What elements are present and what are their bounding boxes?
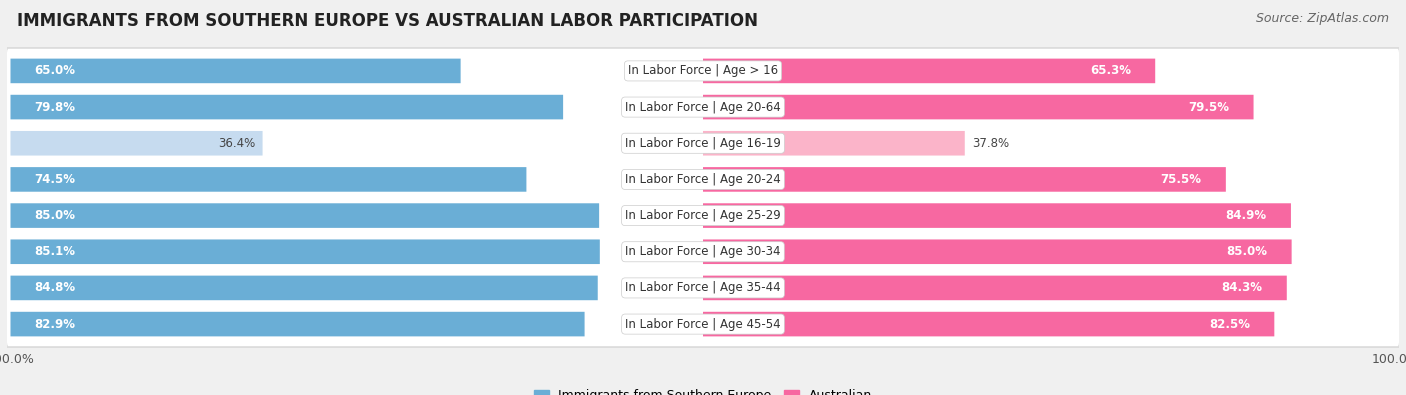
FancyBboxPatch shape: [6, 82, 1400, 132]
Text: In Labor Force | Age 45-54: In Labor Force | Age 45-54: [626, 318, 780, 331]
FancyBboxPatch shape: [703, 167, 1226, 192]
Text: 85.0%: 85.0%: [1226, 245, 1267, 258]
Text: 82.5%: 82.5%: [1209, 318, 1250, 331]
FancyBboxPatch shape: [703, 276, 1286, 300]
FancyBboxPatch shape: [10, 131, 263, 156]
FancyBboxPatch shape: [10, 203, 599, 228]
FancyBboxPatch shape: [703, 131, 965, 156]
FancyBboxPatch shape: [10, 276, 598, 300]
FancyBboxPatch shape: [7, 302, 1399, 346]
Text: In Labor Force | Age 25-29: In Labor Force | Age 25-29: [626, 209, 780, 222]
FancyBboxPatch shape: [6, 46, 1400, 96]
Legend: Immigrants from Southern Europe, Australian: Immigrants from Southern Europe, Austral…: [529, 384, 877, 395]
Text: In Labor Force | Age 35-44: In Labor Force | Age 35-44: [626, 281, 780, 294]
Text: 84.9%: 84.9%: [1226, 209, 1267, 222]
FancyBboxPatch shape: [7, 85, 1399, 129]
FancyBboxPatch shape: [703, 95, 1254, 119]
FancyBboxPatch shape: [7, 194, 1399, 238]
Text: 84.3%: 84.3%: [1222, 281, 1263, 294]
Text: In Labor Force | Age 16-19: In Labor Force | Age 16-19: [626, 137, 780, 150]
FancyBboxPatch shape: [6, 299, 1400, 349]
FancyBboxPatch shape: [7, 121, 1399, 166]
FancyBboxPatch shape: [10, 167, 526, 192]
Text: In Labor Force | Age 20-24: In Labor Force | Age 20-24: [626, 173, 780, 186]
FancyBboxPatch shape: [10, 95, 564, 119]
FancyBboxPatch shape: [7, 229, 1399, 274]
FancyBboxPatch shape: [703, 58, 1156, 83]
Text: 37.8%: 37.8%: [972, 137, 1010, 150]
FancyBboxPatch shape: [7, 157, 1399, 201]
FancyBboxPatch shape: [6, 154, 1400, 204]
FancyBboxPatch shape: [6, 191, 1400, 241]
FancyBboxPatch shape: [703, 203, 1291, 228]
Text: In Labor Force | Age 30-34: In Labor Force | Age 30-34: [626, 245, 780, 258]
Text: 79.8%: 79.8%: [35, 101, 76, 114]
FancyBboxPatch shape: [10, 58, 461, 83]
FancyBboxPatch shape: [7, 49, 1399, 93]
Text: IMMIGRANTS FROM SOUTHERN EUROPE VS AUSTRALIAN LABOR PARTICIPATION: IMMIGRANTS FROM SOUTHERN EUROPE VS AUSTR…: [17, 12, 758, 30]
Text: Source: ZipAtlas.com: Source: ZipAtlas.com: [1256, 12, 1389, 25]
Text: 65.0%: 65.0%: [35, 64, 76, 77]
Text: 75.5%: 75.5%: [1160, 173, 1202, 186]
FancyBboxPatch shape: [10, 239, 600, 264]
Text: 74.5%: 74.5%: [35, 173, 76, 186]
Text: 84.8%: 84.8%: [35, 281, 76, 294]
FancyBboxPatch shape: [703, 312, 1274, 337]
Text: In Labor Force | Age > 16: In Labor Force | Age > 16: [628, 64, 778, 77]
Text: 65.3%: 65.3%: [1090, 64, 1130, 77]
Text: 79.5%: 79.5%: [1188, 101, 1229, 114]
FancyBboxPatch shape: [10, 312, 585, 337]
Text: 36.4%: 36.4%: [218, 137, 256, 150]
Text: 82.9%: 82.9%: [35, 318, 76, 331]
FancyBboxPatch shape: [6, 118, 1400, 168]
Text: 85.0%: 85.0%: [35, 209, 76, 222]
FancyBboxPatch shape: [6, 263, 1400, 313]
Text: In Labor Force | Age 20-64: In Labor Force | Age 20-64: [626, 101, 780, 114]
Text: 85.1%: 85.1%: [35, 245, 76, 258]
FancyBboxPatch shape: [6, 227, 1400, 277]
FancyBboxPatch shape: [703, 239, 1292, 264]
FancyBboxPatch shape: [7, 266, 1399, 310]
